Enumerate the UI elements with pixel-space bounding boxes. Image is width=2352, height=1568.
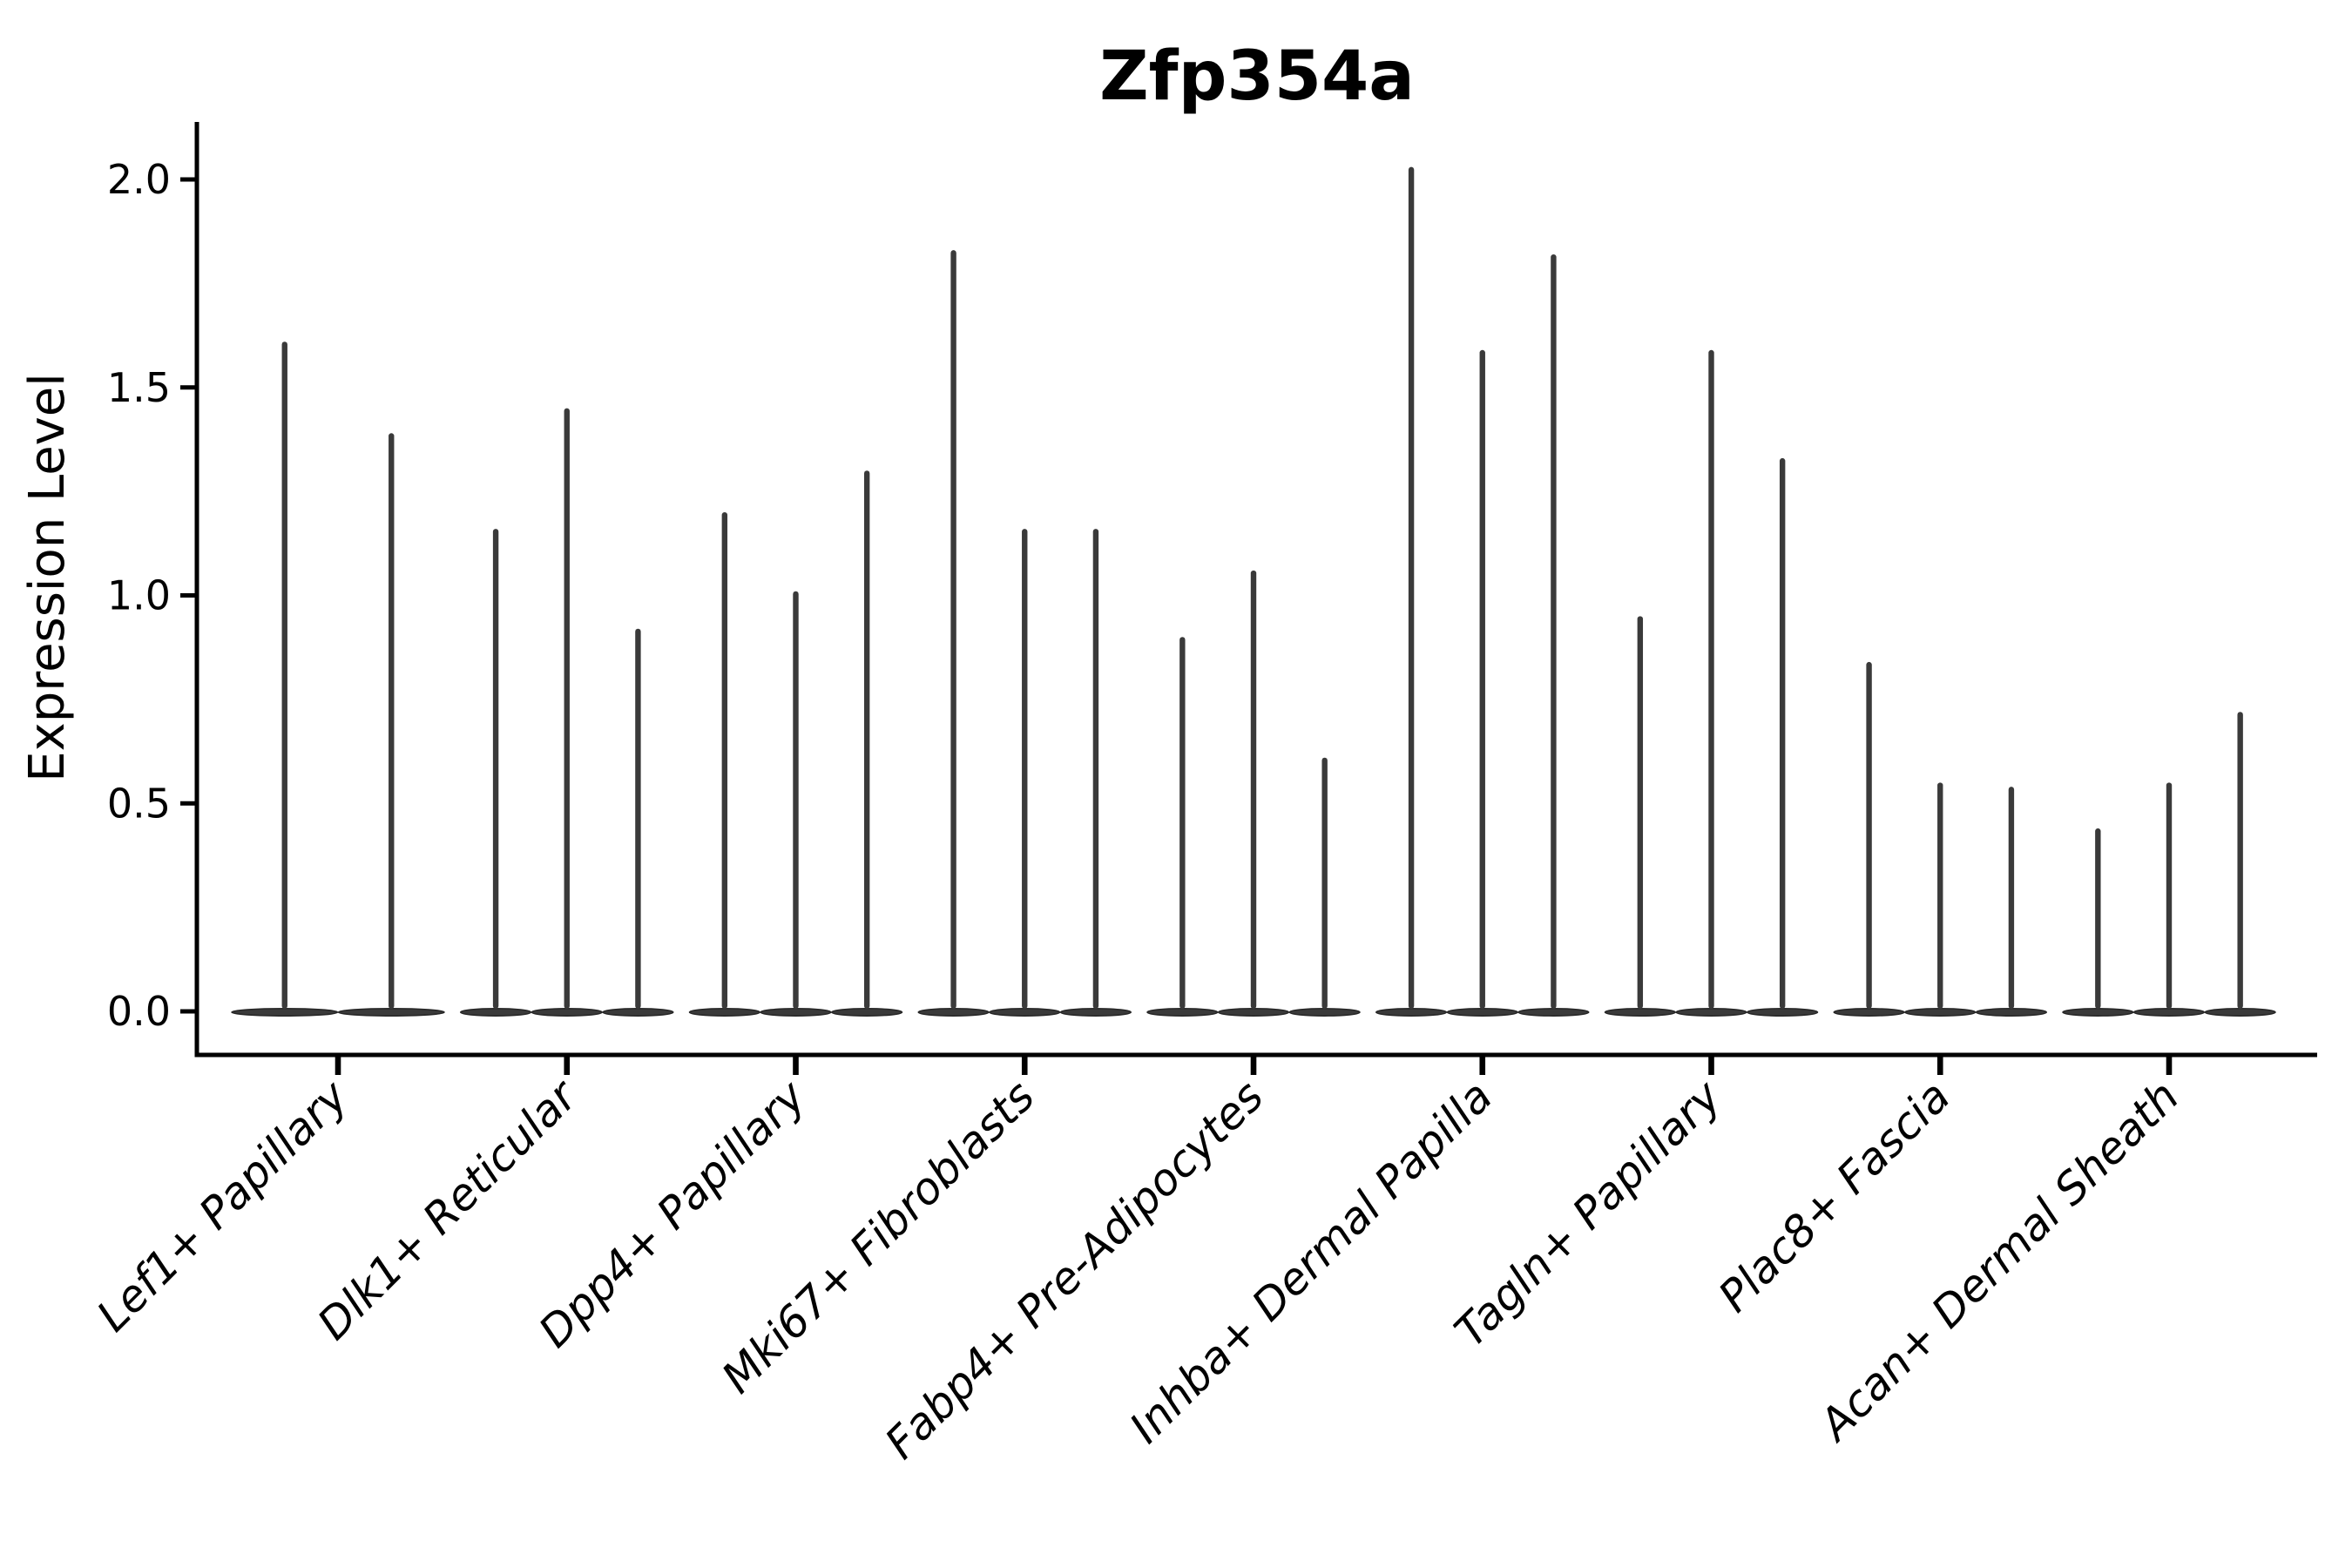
violin-body xyxy=(1146,1008,1219,1017)
x-tick xyxy=(1708,1055,1714,1075)
chart-title: Zfp354a xyxy=(1099,37,1415,116)
violin-body xyxy=(1904,1008,1977,1017)
y-tick xyxy=(180,177,197,182)
violin-group xyxy=(2062,712,2276,1017)
violin-body xyxy=(1833,1008,1905,1017)
x-tick xyxy=(2166,1055,2173,1075)
x-tick xyxy=(1021,1055,1028,1075)
violin-body xyxy=(2204,1008,2276,1017)
violin-spike xyxy=(635,628,641,1009)
violin-spike xyxy=(492,529,499,1009)
violin-spike xyxy=(389,433,395,1009)
violin-group xyxy=(688,470,903,1017)
x-tick-label: Fabp4+ Pre-Adipocytes xyxy=(875,1071,1274,1469)
violin-body xyxy=(460,1008,532,1017)
violin-group xyxy=(1604,349,1819,1017)
violin-body xyxy=(688,1008,760,1017)
violin-group xyxy=(1375,166,1590,1017)
violin-spike xyxy=(1937,782,1943,1009)
violin-body xyxy=(337,1008,445,1017)
violin-body xyxy=(917,1008,990,1017)
x-tick-label: Plac8+ Fascia xyxy=(1709,1071,1960,1321)
violin-body xyxy=(1288,1008,1361,1017)
violin-spike xyxy=(1551,253,1557,1009)
x-tick-label: Inhba+ Dermal Papilla xyxy=(1120,1071,1502,1452)
violin-body xyxy=(1375,1008,1448,1017)
violin-body xyxy=(1975,1008,2048,1017)
violin-spike xyxy=(1779,457,1786,1009)
y-tick-label: 1.0 xyxy=(107,572,171,619)
violin-spike xyxy=(1321,757,1328,1009)
violin-spike xyxy=(1479,349,1485,1009)
violin-spike xyxy=(1179,637,1186,1009)
violin-body xyxy=(760,1008,832,1017)
violin-spike xyxy=(1250,570,1257,1009)
violin-body xyxy=(602,1008,674,1017)
x-tick xyxy=(793,1055,799,1075)
violin-body xyxy=(2132,1008,2206,1017)
x-tick xyxy=(564,1055,571,1075)
violin-group xyxy=(917,250,1132,1017)
violin-body xyxy=(1059,1008,1132,1017)
violin-spike xyxy=(1022,529,1028,1009)
violin-body xyxy=(2062,1008,2134,1017)
y-tick xyxy=(180,385,197,390)
violin-body xyxy=(831,1008,903,1017)
violin-spike xyxy=(2166,782,2173,1009)
violin-spike xyxy=(1637,616,1644,1009)
x-tick xyxy=(1479,1055,1486,1075)
x-tick xyxy=(1936,1055,1943,1075)
violin-group xyxy=(231,341,445,1017)
y-axis-label: Expression Level xyxy=(19,373,76,782)
violin-body xyxy=(989,1008,1061,1017)
x-tick-label: Acan+ Dermal Sheath xyxy=(1808,1071,2189,1451)
y-tick-label: 0.0 xyxy=(107,988,171,1035)
violin-body xyxy=(1446,1008,1518,1017)
violin-spike xyxy=(863,470,870,1009)
y-tick xyxy=(180,1009,197,1014)
violin-spike xyxy=(793,591,799,1009)
violin-body xyxy=(1217,1008,1290,1017)
violin-body xyxy=(531,1008,603,1017)
violin-body xyxy=(1604,1008,1676,1017)
violin-spike xyxy=(281,341,287,1010)
violin-spike xyxy=(1092,529,1099,1009)
y-tick-label: 0.5 xyxy=(107,780,171,827)
x-tick xyxy=(335,1055,341,1075)
violin-body xyxy=(1747,1008,1819,1017)
x-tick-label: Lef1+ Papillary xyxy=(87,1070,358,1341)
violin-body xyxy=(231,1008,339,1017)
violin-spike xyxy=(2008,787,2015,1009)
violin-spike xyxy=(1866,661,1872,1009)
violin-spike xyxy=(1708,349,1714,1009)
y-axis-spine xyxy=(194,122,199,1058)
violin-body xyxy=(1517,1008,1590,1017)
y-tick xyxy=(180,593,197,598)
violin-spike xyxy=(721,512,728,1009)
x-tick xyxy=(1250,1055,1257,1075)
violin-spike xyxy=(2095,828,2101,1009)
violin-group xyxy=(460,408,674,1017)
y-tick-label: 2.0 xyxy=(107,156,171,203)
violin-group xyxy=(1833,661,2048,1017)
y-tick-label: 1.5 xyxy=(107,364,171,411)
y-tick xyxy=(180,801,197,806)
violin-spike xyxy=(1408,166,1415,1010)
violin-spike xyxy=(564,408,570,1009)
violin-spike xyxy=(950,250,956,1009)
violin-body xyxy=(1675,1008,1747,1017)
violin-spike xyxy=(2237,712,2243,1009)
violin-group xyxy=(1146,570,1361,1017)
